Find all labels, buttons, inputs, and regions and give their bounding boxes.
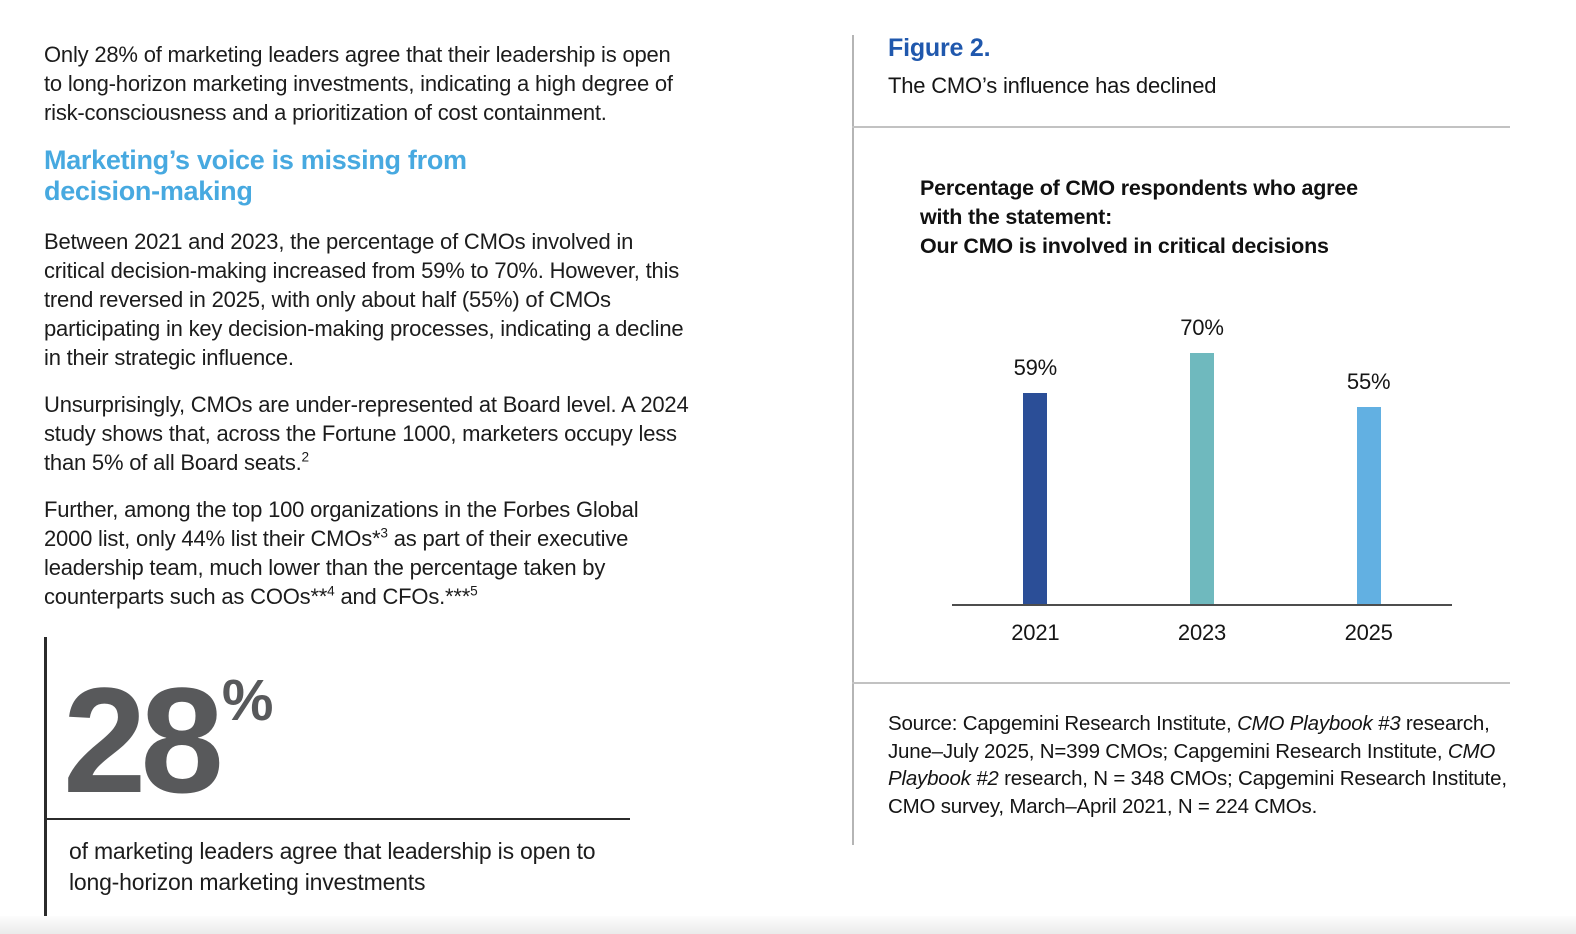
stat-number-text: 28: [63, 656, 224, 824]
figure-bottom-rule: [852, 682, 1510, 684]
chart-title: Percentage of CMO respondents who agree w…: [920, 174, 1440, 261]
paragraph-cmo-decisions: Between 2021 and 2023, the percentage of…: [44, 229, 684, 370]
section-heading: Marketing’s voice is missing from decisio…: [44, 145, 692, 207]
figure-left-border: [852, 35, 854, 845]
forbes-text-3: and CFOs.***: [334, 584, 471, 609]
paragraph-board-level: Unsurprisingly, CMOs are under-represent…: [44, 390, 692, 477]
board-text: Unsurprisingly, CMOs are under-represent…: [44, 392, 689, 475]
footnote-ref-2: 2: [301, 449, 310, 465]
stat-percent-sign: %: [221, 668, 274, 733]
forbes-text-1: Further, among the top 100 organizations…: [44, 497, 639, 551]
bar-value-label: 70%: [1180, 315, 1224, 340]
bar: [1023, 393, 1048, 605]
bar-group-2025: 55%: [1346, 295, 1391, 605]
left-text-column: Only 28% of marketing leaders agree that…: [44, 40, 692, 924]
stat-callout: 28% of marketing leaders agree that lead…: [44, 637, 692, 924]
x-axis-label: 2021: [1011, 620, 1060, 645]
section-heading-line1: Marketing’s voice is missing from: [44, 145, 467, 175]
stat-caption: of marketing leaders agree that leadersh…: [69, 838, 596, 895]
source-citation-playbook2: CMO Playbook #2: [888, 739, 1496, 791]
footnote-ref-4: 4: [327, 583, 335, 599]
bar-group-2023: 70%: [1180, 295, 1224, 605]
bar-plot: 59% 70% 55%: [952, 295, 1452, 605]
paragraph-forbes-global: Further, among the top 100 organizations…: [44, 495, 692, 611]
forbes-text-2: as part of their executive leadership te…: [44, 526, 629, 609]
source-text-3: research, N = 348 CMOs; Capgemini Resear…: [888, 767, 1507, 818]
source-citation-playbook3: CMO Playbook #3: [1237, 712, 1401, 735]
bar: [1356, 407, 1381, 605]
intro-paragraph: Only 28% of marketing leaders agree that…: [44, 42, 673, 125]
stat-value: 28%: [63, 641, 692, 815]
footnote-ref-3: 3: [380, 525, 388, 541]
bar-group-2021: 59%: [1014, 295, 1057, 605]
x-axis-label: 2025: [1344, 620, 1393, 645]
source-text-2: research, June–July 2025, N=399 CMOs; Ca…: [888, 712, 1490, 763]
section-heading-line2: decision-making: [44, 176, 253, 206]
bar: [1189, 353, 1214, 605]
chart-title-line2: with the statement:: [920, 205, 1113, 229]
chart-x-axis-baseline: [952, 604, 1452, 606]
chart-x-labels: 2021 2023 2025: [952, 620, 1452, 646]
figure-label: Figure 2.: [888, 34, 991, 62]
chart-title-line3: Our CMO is involved in critical decision…: [920, 234, 1329, 258]
bar-value-label: 55%: [1346, 369, 1391, 394]
chart-title-line1: Percentage of CMO respondents who agree: [920, 176, 1358, 200]
source-text-1: Source: Capgemini Research Institute,: [888, 712, 1238, 735]
bar-value-label: 59%: [1013, 355, 1058, 380]
figure-subtitle: The CMO’s influence has declined: [888, 73, 1217, 98]
figure-source: Source: Capgemini Research Institute, CM…: [888, 710, 1512, 820]
x-axis-label: 2023: [1177, 620, 1227, 645]
page-bottom-band: [0, 916, 1576, 934]
footnote-ref-5: 5: [470, 583, 478, 599]
figure-top-rule: [852, 126, 1510, 128]
stat-divider-line: [44, 818, 630, 820]
